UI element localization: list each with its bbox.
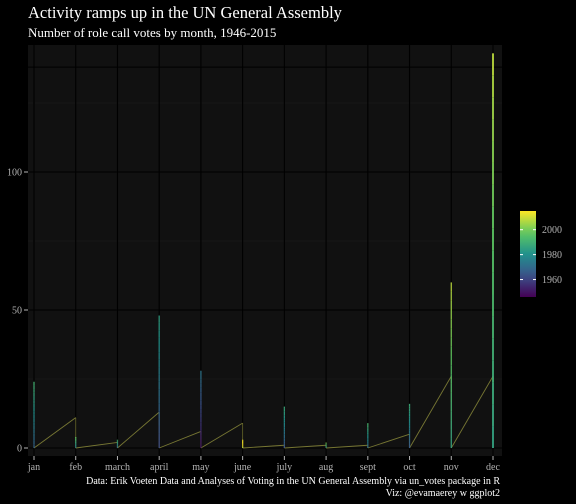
x-tick-label: march <box>105 462 130 473</box>
x-tick-label: nov <box>444 462 459 473</box>
x-tick-label: april <box>150 462 169 473</box>
caption-credit: Viz: @evamaerey w ggplot2 <box>386 488 500 499</box>
y-tick-label: 100 <box>7 168 22 179</box>
legend-tick-label: 1960 <box>542 275 562 286</box>
legend-tick-label: 2000 <box>542 225 562 236</box>
legend-tick-label: 1980 <box>542 250 562 261</box>
y-tick-label: 0 <box>17 444 22 455</box>
x-tick-label: oct <box>403 462 415 473</box>
x-tick-label: may <box>192 462 209 473</box>
x-tick-label: dec <box>486 462 500 473</box>
x-tick-label: jan <box>27 462 40 473</box>
x-tick-label: sept <box>360 462 376 473</box>
x-tick-label: june <box>233 462 252 473</box>
y-tick-label: 50 <box>12 306 22 317</box>
legend-colorbar <box>520 211 536 297</box>
x-tick-label: aug <box>319 462 333 473</box>
x-tick-label: feb <box>69 462 82 473</box>
plot-panel <box>28 45 502 456</box>
x-tick-label: july <box>276 462 293 473</box>
caption-source: Data: Erik Voeten Data and Analyses of V… <box>86 476 500 487</box>
